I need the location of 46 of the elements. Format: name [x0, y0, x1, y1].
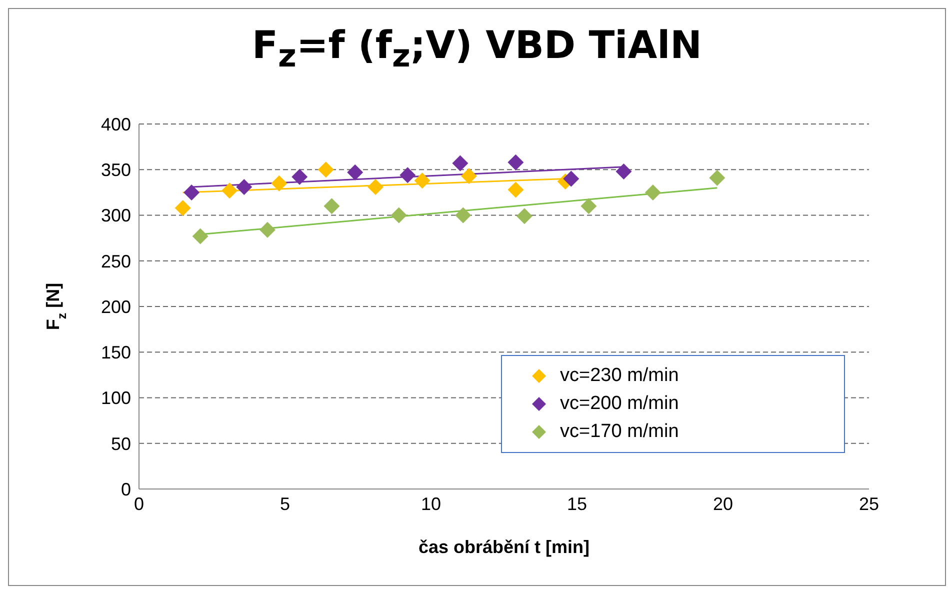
- point: [324, 198, 340, 214]
- y-tick-label: 150: [100, 342, 131, 363]
- point: [616, 163, 632, 180]
- point: [516, 208, 532, 224]
- y-tick-label: 250: [100, 251, 131, 272]
- point: [508, 182, 524, 198]
- point: [644, 184, 661, 200]
- x-tick-label: 5: [280, 494, 290, 514]
- point: [414, 172, 430, 189]
- point: [174, 200, 191, 216]
- x-axis-title: čas obrábění t [min]: [418, 537, 590, 557]
- point: [400, 167, 416, 184]
- y-tick-label: 0: [120, 479, 131, 500]
- point: [292, 168, 308, 185]
- point: [318, 162, 334, 178]
- y-tick-label: 400: [100, 114, 131, 134]
- point: [580, 198, 597, 214]
- chart-title: F$_{z}$=f (f$_{z}$;V) VBD TiAlN: [251, 23, 703, 75]
- point: [236, 178, 252, 195]
- y-tick-label: 50: [110, 434, 131, 454]
- y-tick-label: 350: [100, 160, 131, 180]
- point: [460, 168, 477, 184]
- legend-label: vc=170 m/min: [560, 421, 679, 443]
- point: [455, 207, 472, 224]
- point: [259, 222, 276, 238]
- x-tick-label: 15: [566, 494, 588, 514]
- x-tick-label: 20: [712, 494, 734, 514]
- point: [709, 170, 726, 186]
- point: [271, 175, 288, 192]
- x-tick-label: 0: [134, 494, 144, 514]
- y-tick-label: 300: [100, 206, 131, 226]
- x-tick-label: 10: [420, 494, 442, 514]
- point: [222, 182, 238, 199]
- legend-label: vc=200 m/min: [560, 393, 679, 415]
- point: [563, 170, 580, 187]
- point: [192, 228, 208, 244]
- point: [452, 155, 468, 172]
- point: [347, 164, 364, 180]
- point: [184, 184, 200, 200]
- y-tick-label: 200: [100, 296, 131, 317]
- legend-label: vc=230 m/min: [560, 365, 679, 387]
- y-tick-label: 100: [100, 388, 131, 408]
- point: [390, 207, 407, 224]
- point: [368, 178, 384, 195]
- point: [508, 154, 524, 170]
- x-tick-label: 25: [858, 494, 880, 514]
